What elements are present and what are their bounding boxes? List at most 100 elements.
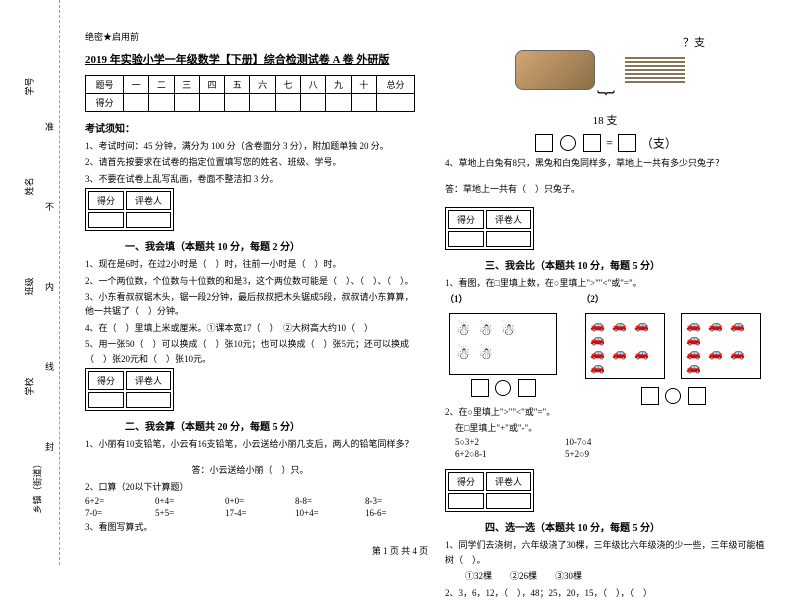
binding-margin: 乡镇（街道） 学校 班级 姓名 学号 封 线 内 不 准	[0, 0, 60, 565]
question: 2、一个两位数，个位数与十位数的和是3，这个两位数可能是（ ）、（ ）、（ ）。	[85, 274, 415, 288]
answer-box	[471, 379, 489, 397]
car-icon: 🚗	[612, 318, 634, 332]
answer-box	[535, 134, 553, 152]
unit: （支）	[641, 137, 677, 151]
question: 3、小东看叔叔锯木头，锯一段2分钟，最后叔叔把木头锯成5段，叔叔请小东算算，他一…	[85, 290, 415, 319]
calc-item: 16-6=	[365, 508, 415, 518]
cell: 评卷人	[126, 191, 171, 210]
comp-item: 5+2○9	[565, 449, 615, 459]
page-footer: 第 1 页 共 4 页	[372, 544, 428, 557]
notice-title: 考试须知：	[85, 120, 415, 135]
snowman-icon: ☃	[479, 344, 499, 368]
exam-title: 2019 年实验小学一年级数学【下册】综合检测试卷 A 卷 外研版	[85, 51, 415, 67]
section-4-title: 四、选一选（本题共 10 分，每题 5 分）	[485, 519, 765, 534]
dash-text: 准	[45, 120, 54, 133]
answer-box	[688, 387, 706, 405]
score-box: 得分评卷人	[445, 469, 534, 512]
section-2-title: 二、我会算（本题共 20 分，每题 5 分）	[125, 418, 415, 433]
snowman-icon: ☃	[456, 344, 476, 368]
cell: 二	[149, 76, 174, 94]
snowman-icon: ☃	[501, 320, 521, 344]
answer-line: 答：草地上一共有（ ）只兔子。	[445, 182, 765, 196]
calc-item: 5+5=	[155, 508, 205, 518]
equation: = （支）	[445, 134, 765, 152]
answer-box	[618, 134, 636, 152]
sub-q: （1） ☃ ☃ ☃ ☃ ☃	[445, 292, 561, 404]
car-icon: 🚗	[708, 346, 730, 360]
left-column: 绝密★启用前 2019 年实验小学一年级数学【下册】综合检测试卷 A 卷 外研版…	[70, 30, 430, 545]
calc-row: 7-0= 5+5= 17-4= 10+4= 16-6=	[85, 508, 415, 518]
question: 2、口算（20以下计算题）	[85, 480, 415, 494]
car-icon: 🚗	[686, 318, 708, 332]
pic-row: （1） ☃ ☃ ☃ ☃ ☃ （2）	[445, 292, 765, 404]
dash-text: 线	[45, 360, 54, 373]
section-3-title: 三、我会比（本题共 10 分，每题 5 分）	[485, 257, 765, 272]
dash-text: 不	[45, 200, 54, 213]
car-icon: 🚗	[634, 346, 656, 360]
sticks-icon	[625, 55, 695, 85]
options: ①32棵 ②26棵 ③30棵	[465, 569, 765, 583]
car-icon: 🚗	[686, 346, 708, 360]
sub-q: （2） 🚗🚗🚗🚗 🚗🚗🚗🚗 🚗🚗🚗🚗 🚗🚗🚗🚗	[581, 292, 765, 404]
sub-label: （1）	[445, 292, 561, 306]
car-icon: 🚗	[590, 346, 612, 360]
notice-item: 1、考试时间：45 分钟，满分为 100 分（含卷面分 3 分），附加题单独 2…	[85, 139, 415, 153]
op-circle	[495, 380, 511, 396]
car-icon: 🚗	[590, 360, 612, 374]
calc-item: 8-8=	[295, 496, 345, 506]
question: 2、在○里填上">""<"或"="。	[445, 405, 765, 419]
calc-item: 8-3=	[365, 496, 415, 506]
margin-label: 班级	[23, 277, 36, 295]
answer-box	[518, 379, 536, 397]
calc-item: 17-4=	[225, 508, 275, 518]
car-icon: 🚗	[686, 360, 708, 374]
margin-label: 学校	[23, 377, 36, 395]
car-icon: 🚗	[686, 332, 708, 346]
dash-text: 内	[45, 280, 54, 293]
score-table: 题号 一 二 三 四 五 六 七 八 九 十 总分 得分	[85, 75, 415, 112]
right-column: ？支 ︸ 18 支 = （支） 4、草地上白兔有8只，黑	[430, 30, 780, 545]
snowman-icon: ☃	[456, 320, 476, 344]
cell: 七	[275, 76, 300, 94]
score-box: 得分评卷人	[85, 368, 174, 411]
cell: 评卷人	[486, 210, 531, 229]
comp-row: 6+2○8-1 5+2○9	[455, 449, 765, 459]
figure-area: ？支 ︸ 18 支 = （支）	[445, 34, 765, 152]
comp-item: 6+2○8-1	[455, 449, 505, 459]
question: 4、草地上白兔有8只，黑兔和白兔同样多，草地上一共有多少只兔子？	[445, 156, 765, 170]
cell: 八	[301, 76, 326, 94]
compare-row	[581, 387, 765, 405]
cell: 题号	[86, 76, 124, 94]
comp-row: 5○3+2 10-7○4	[455, 437, 765, 447]
cell: 一	[123, 76, 148, 94]
cell: 九	[326, 76, 351, 94]
comp-item: 10-7○4	[565, 437, 615, 447]
question: 5、用一张50（ ）可以换成（ ）张10元；也可以换成（ ）张5元；还可以换成（…	[85, 337, 415, 366]
cell: 得分	[88, 191, 124, 210]
cell: 得分	[448, 210, 484, 229]
cell: 六	[250, 76, 275, 94]
table-row: 题号 一 二 三 四 五 六 七 八 九 十 总分	[86, 76, 415, 94]
section-1-title: 一、我会填（本题共 10 分，每题 2 分）	[125, 238, 415, 253]
cell: 评卷人	[126, 371, 171, 390]
cell: 得分	[86, 94, 124, 112]
car-icon: 🚗	[730, 346, 752, 360]
confidential-tag: 绝密★启用前	[85, 30, 415, 43]
car-icon: 🚗	[708, 318, 730, 332]
calc-item: 7-0=	[85, 508, 135, 518]
car-groups: 🚗🚗🚗🚗 🚗🚗🚗🚗 🚗🚗🚗🚗 🚗🚗🚗🚗	[581, 309, 765, 383]
brace-icon: ︸	[445, 86, 765, 112]
sub-label: （2）	[581, 292, 765, 306]
cell: 四	[199, 76, 224, 94]
cell: 总分	[376, 76, 414, 94]
car-icon: 🚗	[590, 318, 612, 332]
pic-box: ☃ ☃ ☃ ☃ ☃	[449, 313, 557, 375]
pic-box: 🚗🚗🚗🚗 🚗🚗🚗🚗	[585, 313, 665, 379]
notice-item: 3、不要在试卷上乱写乱画，卷面不整洁扣 3 分。	[85, 172, 415, 186]
score-box: 得分评卷人	[85, 188, 174, 231]
score-box: 得分评卷人	[445, 207, 534, 250]
car-icon: 🚗	[634, 318, 656, 332]
question: 在□里填上"+"或"-"。	[455, 421, 765, 435]
cell: 三	[174, 76, 199, 94]
margin-label: 乡镇（街道）	[31, 459, 44, 513]
